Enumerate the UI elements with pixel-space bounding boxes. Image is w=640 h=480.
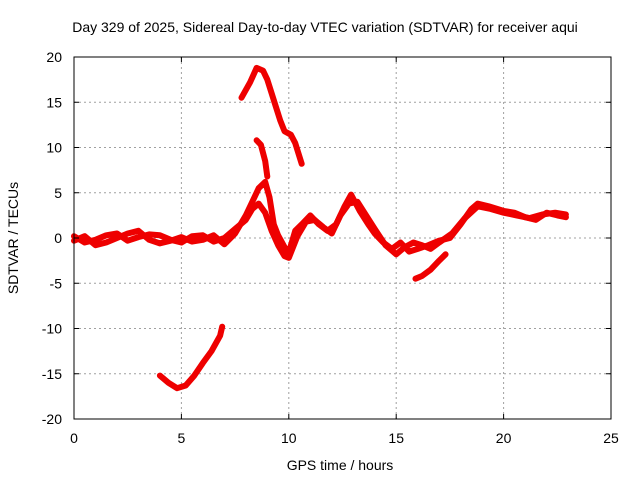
series-track-afternoon [412, 251, 449, 282]
x-tick-label: 5 [178, 430, 186, 446]
grid [74, 57, 611, 419]
y-tick-label: -5 [50, 275, 63, 291]
x-tick-label: 20 [496, 430, 512, 446]
y-tick-label: 20 [46, 49, 62, 65]
y-tick-label: -10 [42, 321, 62, 337]
series-track-upper [238, 64, 305, 167]
y-axis-label: SDTVAR / TECUs [5, 182, 21, 294]
series-track-spike-8h [253, 137, 271, 180]
x-tick-label: 15 [388, 430, 404, 446]
chart-title: Day 329 of 2025, Sidereal Day-to-day VTE… [72, 19, 578, 35]
x-tick-label: 10 [281, 430, 297, 446]
y-tick-label: -20 [42, 411, 62, 427]
x-axis-ticks: 0 5 10 15 20 25 [70, 57, 619, 446]
y-tick-label: 15 [46, 94, 62, 110]
y-axis-ticks: 20 15 10 5 0 -5 -10 -15 -20 [42, 49, 611, 427]
y-tick-label: 0 [54, 230, 62, 246]
data-series [71, 64, 569, 392]
x-axis-label: GPS time / hours [287, 457, 394, 473]
series-track-main-b [71, 198, 569, 261]
y-tick-label: -15 [42, 366, 62, 382]
series-track-lower [156, 323, 226, 392]
y-tick-label: 5 [54, 185, 62, 201]
x-tick-label: 0 [70, 430, 78, 446]
y-tick-label: 10 [46, 140, 62, 156]
x-tick-label: 25 [603, 430, 619, 446]
